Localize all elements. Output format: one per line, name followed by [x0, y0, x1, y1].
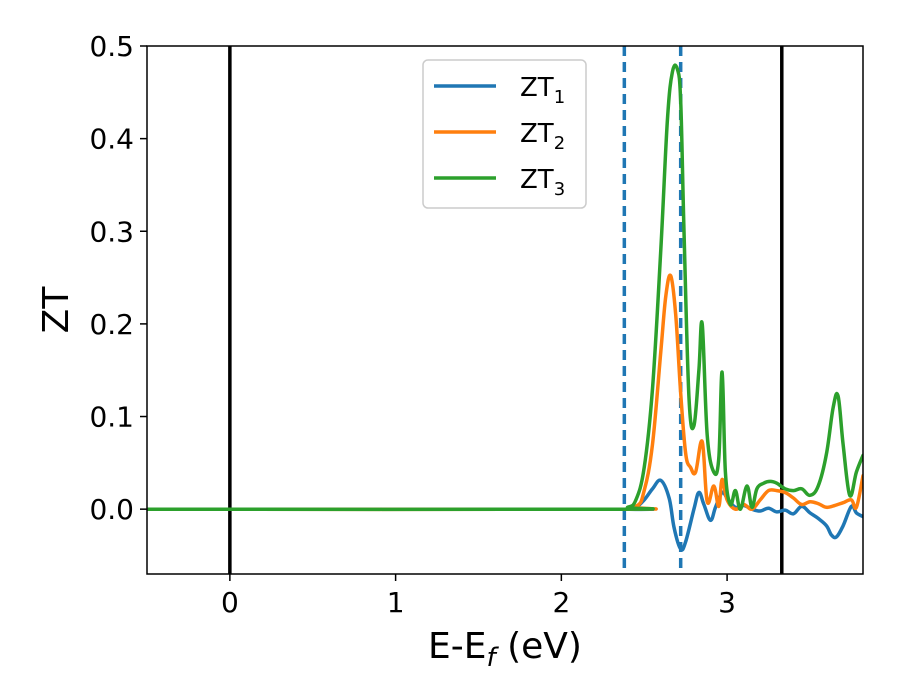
y-tick-label: 0.2: [89, 308, 134, 341]
y-tick-label: 0.3: [89, 215, 134, 248]
y-tick-label: 0.0: [89, 493, 134, 526]
y-tick-label: 0.1: [89, 401, 134, 434]
y-tick-label: 0.4: [89, 123, 134, 156]
legend-label-zt1: ZT1: [520, 73, 565, 108]
legend-label-zt3: ZT3: [520, 165, 565, 200]
legend: ZT1 ZT2 ZT3: [422, 59, 587, 209]
x-axis-title: E-Ef (eV): [428, 626, 582, 673]
plot-frame: [146, 45, 864, 575]
x-tick-label: 0: [221, 586, 239, 619]
y-axis-title: ZT: [36, 286, 77, 334]
x-tick-label: 1: [387, 586, 405, 619]
x-tick-label: 3: [718, 586, 736, 619]
series-line-zt2: [147, 273, 863, 512]
legend-label-zt2: ZT2: [520, 119, 565, 154]
legend-box: [422, 59, 587, 209]
series-line-zt3: [147, 63, 863, 512]
x-tick-label: 2: [552, 586, 570, 619]
y-tick-label: 0.5: [89, 30, 134, 63]
